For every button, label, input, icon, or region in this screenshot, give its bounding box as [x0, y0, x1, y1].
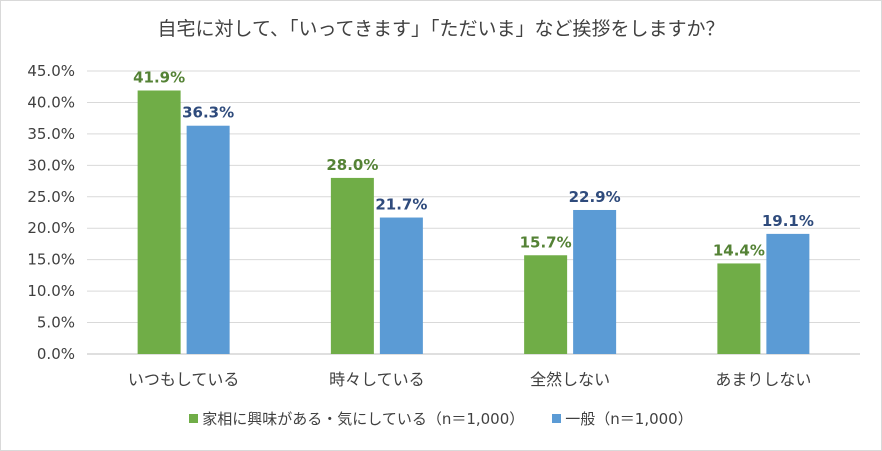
y-tick-label: 0.0% — [37, 345, 75, 363]
y-tick-label: 15.0% — [27, 251, 75, 269]
bar-series-1 — [717, 263, 761, 354]
legend: 家相に興味がある・気にしている（n＝1,000） 一般（n＝1,000） — [0, 408, 882, 429]
category-label: あまりしない — [715, 370, 811, 389]
y-tick-label: 30.0% — [27, 156, 75, 174]
legend-swatch-series-1 — [189, 414, 199, 423]
y-tick-label: 10.0% — [27, 282, 75, 300]
y-tick-label: 5.0% — [37, 314, 75, 332]
y-tick-label: 25.0% — [27, 188, 75, 206]
bar-series-2 — [379, 217, 423, 354]
legend-item-series-2: 一般（n＝1,000） — [552, 408, 693, 429]
legend-label-series-2: 一般（n＝1,000） — [565, 410, 693, 428]
bar-series-1 — [137, 90, 181, 355]
category-label: いつもしている — [128, 370, 240, 389]
data-label-series-2: 36.3% — [182, 104, 234, 122]
category-label: 全然しない — [530, 370, 610, 389]
bar-series-2 — [766, 233, 810, 354]
bar-series-1 — [524, 255, 568, 354]
category-label: 時々している — [329, 370, 425, 389]
data-label-series-2: 22.9% — [569, 188, 621, 206]
y-tick-label: 45.0% — [27, 62, 75, 80]
data-label-series-2: 19.1% — [762, 212, 814, 230]
data-label-series-1: 14.4% — [713, 241, 765, 259]
legend-item-series-1: 家相に興味がある・気にしている（n＝1,000） — [189, 408, 524, 429]
legend-swatch-series-2 — [552, 414, 562, 423]
data-label-series-1: 41.9% — [133, 68, 185, 86]
data-label-series-2: 21.7% — [375, 196, 427, 214]
bar-series-1 — [330, 177, 374, 354]
data-label-series-1: 15.7% — [520, 233, 572, 251]
y-tick-label: 20.0% — [27, 219, 75, 237]
bar-series-2 — [186, 125, 230, 354]
legend-label-series-1: 家相に興味がある・気にしている（n＝1,000） — [202, 410, 525, 428]
y-tick-label: 35.0% — [27, 125, 75, 143]
bar-series-2 — [573, 209, 617, 354]
data-label-series-1: 28.0% — [326, 156, 378, 174]
y-tick-label: 40.0% — [27, 93, 75, 111]
chart-title: 自宅に対して、「いってきます」「ただいま」など挨拶をしますか？ — [157, 18, 725, 40]
